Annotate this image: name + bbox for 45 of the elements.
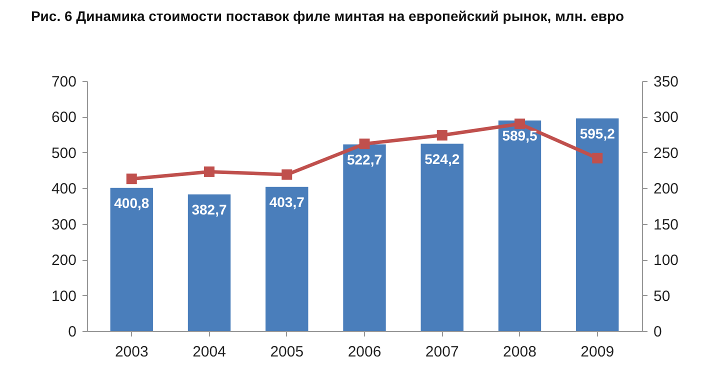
y2-tick-label: 150	[654, 216, 679, 234]
point	[592, 152, 603, 164]
x-tick-label: 2004	[192, 344, 226, 360]
bar	[576, 118, 619, 331]
point	[359, 138, 370, 150]
x-tick-label: 2003	[114, 344, 148, 360]
bar	[110, 188, 153, 331]
x-tick-label: 2005	[270, 344, 304, 360]
y2-tick-label: 300	[654, 109, 679, 126]
bar	[498, 120, 542, 331]
y-tick-label: 500	[51, 144, 76, 162]
data-label: 382,7	[192, 201, 227, 218]
data-label: 400,8	[114, 194, 150, 211]
y-tick-label: 300	[51, 216, 76, 234]
y2-tick-label: 100	[654, 252, 679, 270]
y-tick-label: 700	[51, 74, 76, 90]
x-tick-label: 2009	[580, 344, 614, 360]
point	[436, 130, 448, 141]
y2-tick-label: 250	[654, 144, 679, 162]
x-tick-label: 2006	[348, 344, 382, 360]
data-label: 595,2	[580, 125, 616, 142]
y-tick-label: 200	[51, 252, 76, 270]
y-tick-label: 0	[68, 324, 76, 340]
y-tick-label: 600	[51, 109, 76, 126]
y2-tick-label: 0	[654, 324, 662, 340]
data-label: 403,7	[269, 194, 305, 210]
point	[126, 174, 137, 184]
y2-tick-label: 50	[654, 288, 670, 305]
y-tick-label: 100	[51, 288, 76, 305]
data-label: 524,2	[424, 150, 460, 167]
chart-title: Рис. 6 Динамика стоимости поставок филе минтая на европейский рынок, млн. евро	[30, 8, 624, 24]
y2-tick-label: 350	[654, 74, 679, 90]
data-label: 522,7	[346, 151, 382, 168]
point	[514, 118, 525, 130]
y2-tick-label: 200	[654, 180, 679, 198]
data-label: 589,5	[502, 127, 538, 144]
point	[204, 166, 214, 177]
x-tick-label: 2007	[425, 344, 459, 360]
bar	[266, 186, 308, 331]
bar	[420, 144, 464, 331]
bar	[188, 194, 231, 331]
point	[282, 169, 292, 180]
y-tick-label: 400	[51, 180, 76, 198]
bar	[343, 144, 386, 331]
x-tick-label: 2008	[503, 344, 536, 360]
